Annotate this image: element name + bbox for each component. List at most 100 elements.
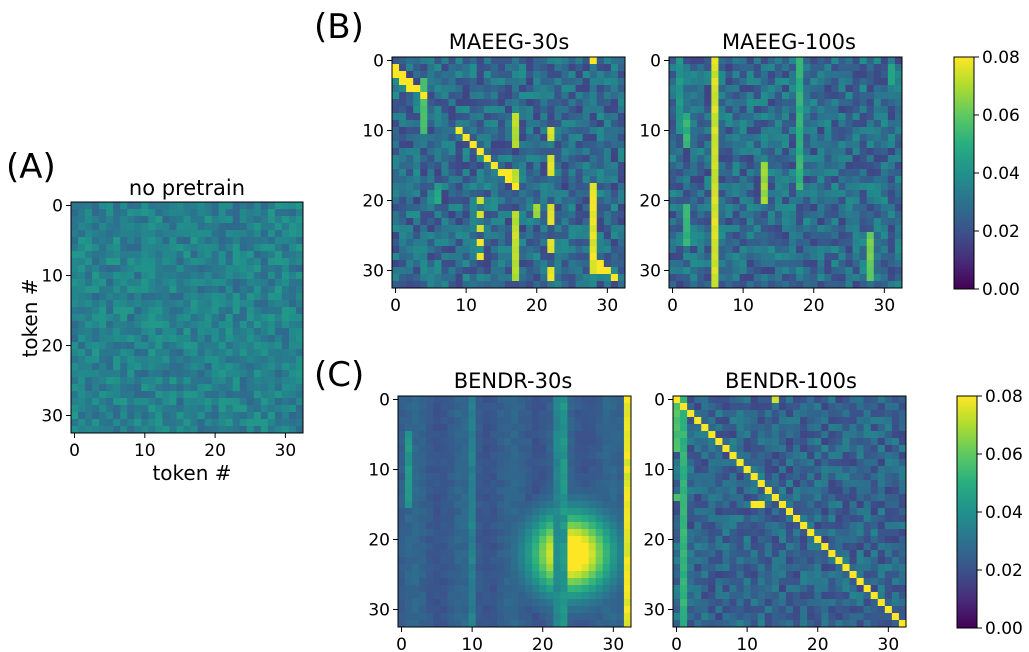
heatmap-cell: [623, 459, 632, 467]
heatmap-cell: [532, 599, 540, 607]
y-tick-label: 30: [639, 262, 661, 282]
heatmap-cell: [239, 349, 248, 357]
heatmap-cell: [588, 424, 597, 432]
heatmap-cell: [540, 176, 548, 184]
heatmap-cell: [281, 279, 290, 287]
heatmap-cell: [687, 480, 695, 488]
heatmap-cell: [547, 127, 555, 135]
heatmap-cell: [440, 396, 448, 404]
heatmap-cell: [894, 183, 903, 191]
heatmap-cell: [503, 529, 512, 537]
heatmap-cell: [246, 223, 255, 231]
heatmap-cell: [568, 169, 576, 177]
heatmap-cell: [99, 307, 107, 315]
heatmap-cell: [71, 426, 79, 434]
heatmap-cell: [852, 85, 861, 93]
heatmap-cell: [880, 106, 889, 114]
heatmap-cell: [468, 431, 477, 439]
heatmap-cell: [814, 508, 822, 516]
heatmap-cell: [873, 190, 882, 198]
heatmap-cell: [183, 419, 191, 427]
heatmap-cell: [113, 377, 121, 385]
heatmap-cell: [743, 487, 752, 495]
heatmap-cell: [225, 412, 234, 420]
heatmap-cell: [690, 120, 698, 128]
heatmap-cell: [898, 473, 907, 481]
heatmap-cell: [503, 543, 512, 551]
heatmap-cell: [753, 57, 762, 65]
heatmap-cell: [295, 251, 304, 259]
heatmap-cell: [169, 426, 177, 434]
heatmap-cell: [757, 508, 766, 516]
heatmap-cell: [512, 169, 520, 177]
heatmap-cell: [845, 120, 853, 128]
heatmap-cell: [510, 536, 519, 544]
heatmap-cell: [680, 466, 688, 474]
heatmap-cell: [232, 216, 241, 224]
heatmap-cell: [669, 127, 677, 135]
heatmap-cell: [99, 265, 107, 273]
heatmap-cell: [239, 251, 248, 259]
heatmap-cell: [211, 405, 220, 413]
heatmap-cell: [736, 473, 745, 481]
heatmap-cell: [483, 183, 492, 191]
heatmap-cell: [567, 557, 575, 565]
heatmap-cell: [567, 550, 575, 558]
heatmap-cell: [687, 403, 695, 411]
heatmap-cell: [880, 232, 889, 240]
heatmap-cell: [623, 536, 632, 544]
heatmap-cell: [708, 494, 716, 502]
heatmap-cell: [838, 148, 846, 156]
heatmap-cell: [817, 232, 825, 240]
heatmap-cell: [281, 300, 290, 308]
heatmap-cell: [669, 92, 677, 100]
heatmap-cell: [85, 335, 93, 343]
heatmap-cell: [155, 272, 163, 280]
heatmap-cell: [845, 218, 853, 226]
heatmap-cell: [835, 452, 843, 460]
heatmap-cell: [796, 204, 804, 212]
heatmap-cell: [870, 431, 879, 439]
heatmap-cell: [880, 190, 889, 198]
heatmap-cell: [218, 342, 227, 350]
heatmap-cell: [803, 225, 811, 233]
heatmap-cell: [690, 169, 698, 177]
heatmap-cell: [533, 260, 541, 268]
heatmap-cell: [595, 494, 604, 502]
heatmap-cell: [845, 253, 853, 261]
heatmap-cell: [71, 391, 79, 399]
heatmap-cell: [183, 300, 191, 308]
heatmap-cell: [169, 328, 177, 336]
heatmap-cell: [71, 300, 79, 308]
heatmap-cell: [419, 403, 427, 411]
heatmap-cell: [412, 592, 420, 600]
heatmap-cell: [575, 253, 584, 261]
heatmap-cell: [260, 398, 269, 406]
heatmap-cell: [120, 216, 128, 224]
heatmap-cell: [120, 237, 128, 245]
heatmap-cell: [561, 120, 569, 128]
heatmap-cell: [468, 445, 477, 453]
heatmap-cell: [461, 445, 470, 453]
heatmap-cell: [588, 501, 597, 509]
heatmap-cell: [574, 459, 582, 467]
heatmap-cell: [455, 113, 464, 121]
heatmap-cell: [582, 246, 591, 254]
heatmap-cell: [539, 536, 547, 544]
heatmap-cell: [894, 169, 903, 177]
heatmap-cell: [427, 148, 435, 156]
heatmap-cell: [496, 522, 505, 530]
heatmap-cell: [676, 78, 684, 86]
heatmap-cell: [704, 260, 712, 268]
heatmap-cell: [603, 78, 612, 86]
heatmap-cell: [260, 328, 269, 336]
heatmap-cell: [454, 431, 462, 439]
heatmap-cell: [183, 265, 191, 273]
heatmap-cell: [575, 78, 584, 86]
heatmap-cell: [753, 106, 762, 114]
heatmap-cell: [796, 162, 804, 170]
heatmap-cell: [732, 141, 741, 149]
heatmap-cell: [704, 239, 712, 247]
heatmap-cell: [789, 120, 797, 128]
heatmap-cell: [85, 272, 93, 280]
